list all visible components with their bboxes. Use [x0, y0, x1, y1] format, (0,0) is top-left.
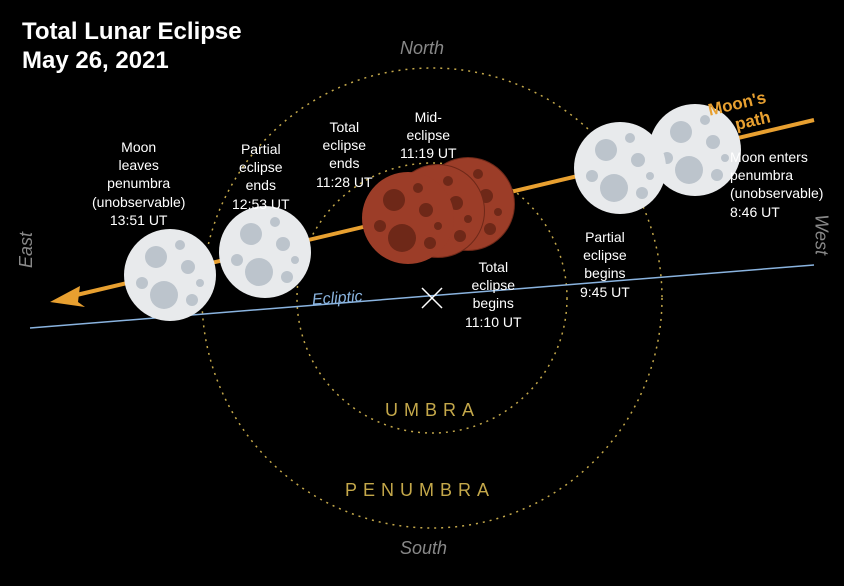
south-label: South [400, 538, 447, 559]
event-mid-eclipse: Mid- eclipse 11:19 UT [400, 108, 457, 163]
title-line2: May 26, 2021 [22, 47, 169, 74]
moon-partial-begins [574, 122, 666, 214]
event-partial-begins: Partial eclipse begins 9:45 UT [580, 228, 630, 301]
moon-total-ends [362, 172, 454, 264]
penumbra-label: PENUMBRA [345, 480, 495, 501]
moon-leaves-penumbra [124, 229, 216, 321]
moon-path-arrow [50, 286, 85, 307]
ecliptic-label: Ecliptic [311, 288, 363, 309]
title-line1: Total Lunar Eclipse [22, 18, 242, 45]
east-label: East [16, 232, 37, 268]
event-total-ends: Total eclipse ends 11:28 UT [316, 118, 373, 191]
eclipse-diagram: Total Lunar Eclipse May 26, 2021 North S… [0, 0, 844, 586]
moon-partial-ends [219, 206, 311, 298]
center-cross [422, 288, 442, 308]
event-partial-ends: Partial eclipse ends 12:53 UT [232, 140, 290, 213]
event-total-begins: Total eclipse begins 11:10 UT [465, 258, 522, 331]
event-enters-penumbra: Moon enters penumbra (unobservable) 8:46… [730, 148, 823, 221]
umbra-label: UMBRA [385, 400, 480, 421]
event-leaves-penumbra: Moon leaves penumbra (unobservable) 13:5… [92, 138, 185, 229]
title: Total Lunar Eclipse May 26, 2021 [22, 18, 242, 76]
north-label: North [400, 38, 444, 59]
